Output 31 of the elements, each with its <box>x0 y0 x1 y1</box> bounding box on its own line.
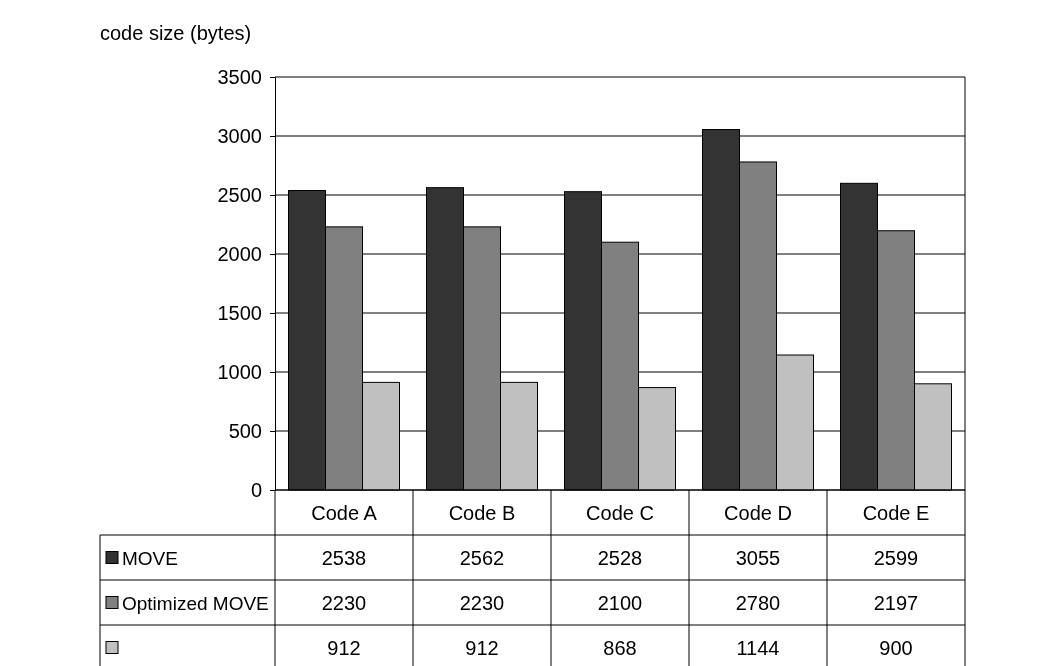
x-tick-label: Code B <box>448 501 516 524</box>
x-tick-label: Code A <box>311 501 378 524</box>
data-label: 912 <box>327 636 361 659</box>
data-label: 2780 <box>735 591 781 614</box>
x-tick-label: Code E <box>862 501 930 524</box>
data-label: 2230 <box>459 591 505 614</box>
y-tick-label: 500 <box>228 419 262 442</box>
y-tick-label: 1000 <box>217 360 262 383</box>
x-tick-label: Code C <box>586 501 654 524</box>
data-label: 900 <box>879 636 913 659</box>
y-tick-label: 0 <box>250 478 262 501</box>
data-label: 2538 <box>321 546 367 569</box>
x-tick-label: Code D <box>724 501 792 524</box>
legend-label: Optimized MOVE <box>122 592 269 614</box>
data-label: 3055 <box>735 546 781 569</box>
data-label: 912 <box>465 636 499 659</box>
data-label: 868 <box>603 636 637 659</box>
legend-label: MOVE <box>122 547 178 569</box>
data-label: 2599 <box>873 546 919 569</box>
data-label: 2197 <box>873 591 919 614</box>
data-label: 2528 <box>597 546 643 569</box>
y-tick-label: 2500 <box>217 183 262 206</box>
y-axis-title: code size (bytes) <box>100 22 252 44</box>
data-label: 1144 <box>736 636 780 659</box>
data-label: 2562 <box>459 546 505 569</box>
y-tick-label: 3000 <box>217 124 262 147</box>
data-label: 2230 <box>321 591 367 614</box>
y-tick-label: 1500 <box>217 301 262 324</box>
y-tick-label: 3500 <box>217 65 262 88</box>
y-tick-label: 2000 <box>217 242 262 265</box>
data-label: 2100 <box>597 591 643 614</box>
